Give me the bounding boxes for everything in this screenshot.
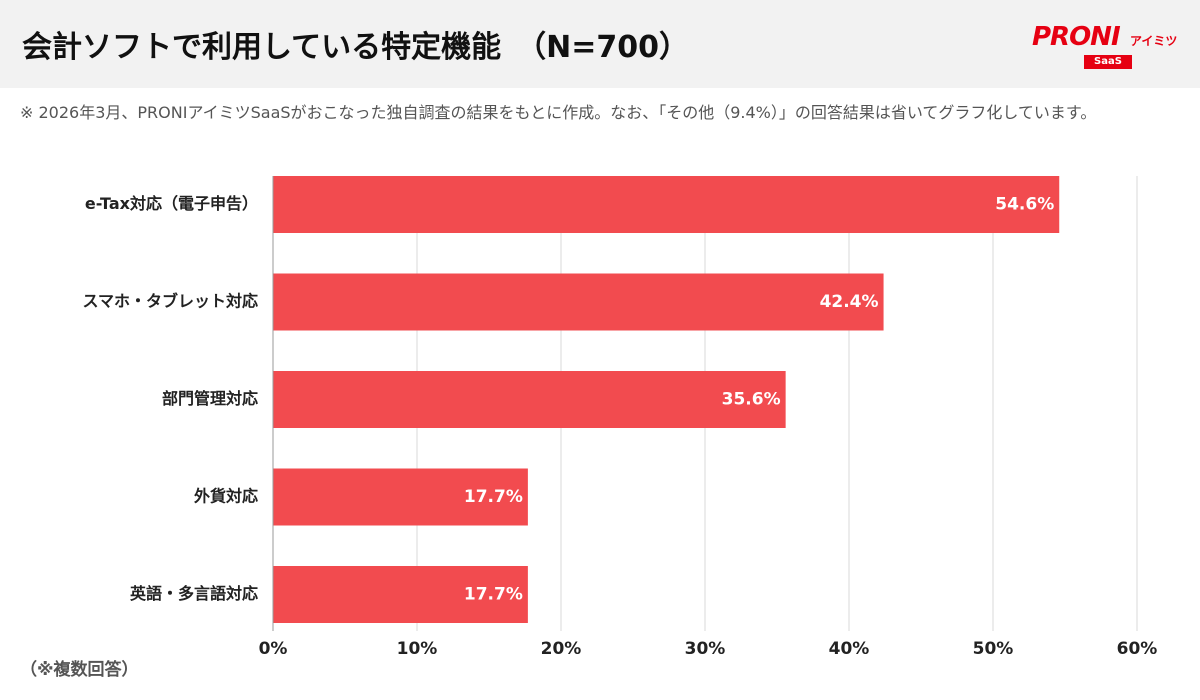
- x-tick-label: 60%: [1117, 639, 1158, 659]
- x-tick-label: 10%: [397, 639, 438, 659]
- value-label: 17.7%: [464, 585, 523, 605]
- bar: [273, 273, 884, 331]
- x-tick-label: 30%: [685, 639, 726, 659]
- x-tick-label: 50%: [973, 639, 1014, 659]
- logo: PRONI アイミツ SaaS: [1020, 20, 1180, 72]
- value-label: 35.6%: [722, 390, 781, 410]
- header: [0, 0, 1200, 88]
- y-tick-label: e-Tax対応（電子申告）: [85, 194, 258, 213]
- bar: [273, 371, 786, 428]
- bar: [273, 176, 1060, 233]
- x-tick-label: 0%: [259, 639, 288, 659]
- value-label: 17.7%: [464, 487, 523, 507]
- value-label: 42.4%: [820, 292, 879, 312]
- y-tick-label: スマホ・タブレット対応: [82, 292, 258, 311]
- logo-name: PRONI: [1032, 22, 1121, 52]
- logo-sub: アイミツ: [1130, 34, 1178, 48]
- x-tick-label: 20%: [541, 639, 582, 659]
- x-tick-label: 40%: [829, 639, 870, 659]
- bar: [273, 468, 528, 526]
- y-tick-label: 外貨対応: [193, 487, 258, 506]
- chart-title: 会計ソフトで利用している特定機能 （N=700）: [22, 30, 689, 65]
- footnote: （※複数回答）: [20, 660, 139, 680]
- y-tick-label: 部門管理対応: [162, 389, 258, 408]
- y-tick-label: 英語・多言語対応: [129, 584, 258, 603]
- value-label: 54.6%: [995, 195, 1054, 215]
- bar: [273, 566, 528, 623]
- note: ※ 2026年3月、PRONIアイミツSaaSがおこなった独自調査の結果をもとに…: [20, 103, 1097, 122]
- logo-badge: SaaS: [1084, 55, 1132, 69]
